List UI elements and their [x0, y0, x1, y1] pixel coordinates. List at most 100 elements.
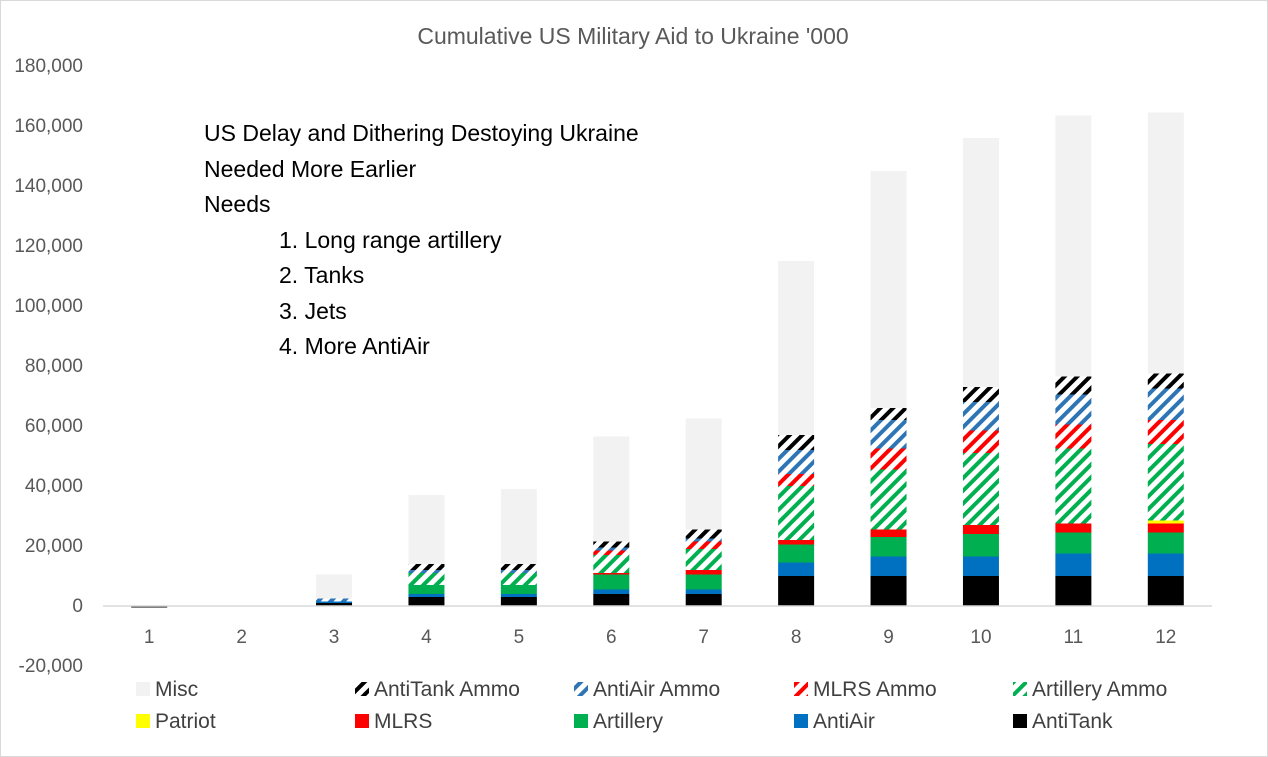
legend-swatch-antitank — [1013, 714, 1027, 728]
bar-antitank-ammo-12 — [1147, 373, 1184, 389]
bar-antitank-ammo-7 — [685, 529, 722, 539]
bar-artillery-ammo-10 — [962, 453, 999, 525]
x-tick-label: 11 — [1064, 627, 1084, 648]
bar-layer — [131, 112, 1184, 608]
bar-antitank-6 — [593, 594, 630, 606]
bar-antitank-ammo-10 — [962, 387, 999, 402]
bar-misc-6 — [593, 436, 630, 542]
legend-swatch-patriot — [136, 714, 150, 728]
bar-artillery-ammo-7 — [685, 549, 722, 570]
legend-label-antitank: AntiTank — [1032, 710, 1113, 733]
legend-label-artillery: Artillery — [593, 710, 664, 733]
legend-swatch-antiair — [794, 714, 808, 728]
annotation-item-2: 2. Tanks — [279, 262, 364, 288]
legend-swatch-antitank-ammo — [355, 682, 369, 696]
bar-antiair-12 — [1147, 553, 1184, 576]
bar-antiair-ammo-3 — [316, 598, 353, 602]
x-tick-label: 7 — [698, 627, 709, 648]
y-tick-label: 0 — [72, 596, 83, 617]
legend-label-artillery-ammo: Artillery Ammo — [1032, 678, 1167, 701]
legend-label-mlrs-ammo: MLRS Ammo — [813, 678, 937, 701]
bar-misc-12 — [1147, 112, 1184, 374]
x-tick-label: 5 — [514, 627, 525, 648]
bar-artillery-ammo-6 — [593, 555, 630, 573]
y-tick-label: -20,000 — [19, 656, 83, 677]
bar-antitank-ammo-9 — [870, 408, 907, 420]
x-tick-label: 12 — [1155, 627, 1176, 648]
legend-label-mlrs: MLRS — [374, 710, 432, 733]
bar-artillery-ammo-11 — [1055, 448, 1092, 524]
bar-misc-5 — [500, 489, 537, 564]
legend-swatch-mlrs — [355, 714, 369, 728]
bar-artillery-11 — [1055, 532, 1092, 554]
legend: Misc AntiTank Ammo AntiAir Ammo MLRS Ammo Ar… — [136, 678, 1167, 733]
bar-artillery-ammo-8 — [778, 486, 815, 540]
y-tick-label: 60,000 — [25, 416, 83, 437]
bar-artillery-8 — [778, 544, 815, 563]
bar-mlrs-11 — [1055, 523, 1092, 533]
bar-artillery-6 — [593, 574, 630, 590]
bar-patriot-12 — [1147, 520, 1184, 524]
bar-antiair-5 — [500, 594, 537, 597]
x-tick-label: 9 — [883, 627, 894, 648]
legend-label-antiair: AntiAir — [813, 710, 875, 733]
legend-swatch-mlrs-ammo — [794, 682, 808, 696]
bar-mlrs-ammo-9 — [870, 448, 907, 470]
bar-antiair-10 — [962, 556, 999, 576]
chart-title: Cumulative US Military Aid to Ukraine '0… — [417, 23, 848, 49]
y-tick-label: 100,000 — [14, 296, 83, 317]
bar-antitank-9 — [870, 576, 907, 606]
annotation-line-1: US Delay and Dithering Destoying Ukraine — [204, 120, 639, 146]
x-tick-label: 8 — [791, 627, 802, 648]
bar-antitank-ammo-11 — [1055, 376, 1092, 395]
x-tick-label: 10 — [970, 627, 991, 648]
y-tick-label: 20,000 — [25, 536, 83, 557]
bar-antiair-6 — [593, 589, 630, 594]
legend-item-mlrs: MLRS — [355, 710, 432, 733]
legend-item-artillery: Artillery — [574, 710, 664, 733]
bar-mlrs-9 — [870, 529, 907, 537]
bar-mlrs-12 — [1147, 523, 1184, 533]
legend-item-misc: Misc — [136, 678, 198, 701]
bar-artillery-ammo-4 — [408, 573, 445, 585]
annotation-item-1: 1. Long range artillery — [279, 227, 502, 253]
bar-antiair-ammo-5 — [500, 570, 537, 573]
bar-antiair-11 — [1055, 553, 1092, 576]
bar-artillery-4 — [408, 585, 445, 594]
bar-antiair-8 — [778, 562, 815, 576]
bar-antiair-ammo-10 — [962, 402, 999, 431]
x-axis: 1 2 3 4 5 6 7 8 9 10 11 12 — [144, 627, 1176, 648]
bar-antiair-4 — [408, 594, 445, 597]
legend-swatch-artillery — [574, 714, 588, 728]
bar-antitank-3 — [316, 603, 353, 606]
bar-misc-11 — [1055, 115, 1092, 377]
x-tick-label: 1 — [144, 627, 155, 648]
bar-misc-3 — [316, 574, 353, 599]
bar-mlrs-ammo-11 — [1055, 424, 1092, 449]
bar-artillery-ammo-12 — [1147, 444, 1184, 521]
bar-mlrs-ammo-10 — [962, 430, 999, 453]
annotation-line-2: Needed More Earlier — [204, 156, 417, 182]
bar-antitank-ammo-4 — [408, 564, 445, 570]
bar-mlrs-ammo-7 — [685, 541, 722, 549]
legend-item-antiair-ammo: AntiAir Ammo — [574, 678, 720, 701]
bar-antitank-ammo-6 — [593, 541, 630, 548]
y-tick-label: 80,000 — [25, 356, 83, 377]
bar-artillery-5 — [500, 585, 537, 594]
legend-swatch-antiair-ammo — [574, 682, 588, 696]
bar-antiair-ammo-11 — [1055, 394, 1092, 425]
bar-artillery-ammo-9 — [870, 469, 907, 530]
bar-antitank-4 — [408, 597, 445, 606]
y-axis: -20,000 0 20,000 40,000 60,000 80,000 100,000 1… — [14, 56, 83, 677]
legend-swatch-artillery-ammo — [1013, 682, 1027, 696]
bar-antitank-11 — [1055, 576, 1092, 606]
legend-swatch-misc — [136, 682, 150, 696]
y-tick-label: 160,000 — [14, 116, 83, 137]
legend-item-artillery-ammo: Artillery Ammo — [1013, 678, 1167, 701]
bar-antiair-3 — [316, 601, 353, 603]
legend-item-antitank: AntiTank — [1013, 710, 1113, 733]
legend-item-mlrs-ammo: MLRS Ammo — [794, 678, 937, 701]
bar-artillery-9 — [870, 537, 907, 557]
bar-misc-7 — [685, 418, 722, 530]
x-tick-label: 4 — [421, 627, 432, 648]
